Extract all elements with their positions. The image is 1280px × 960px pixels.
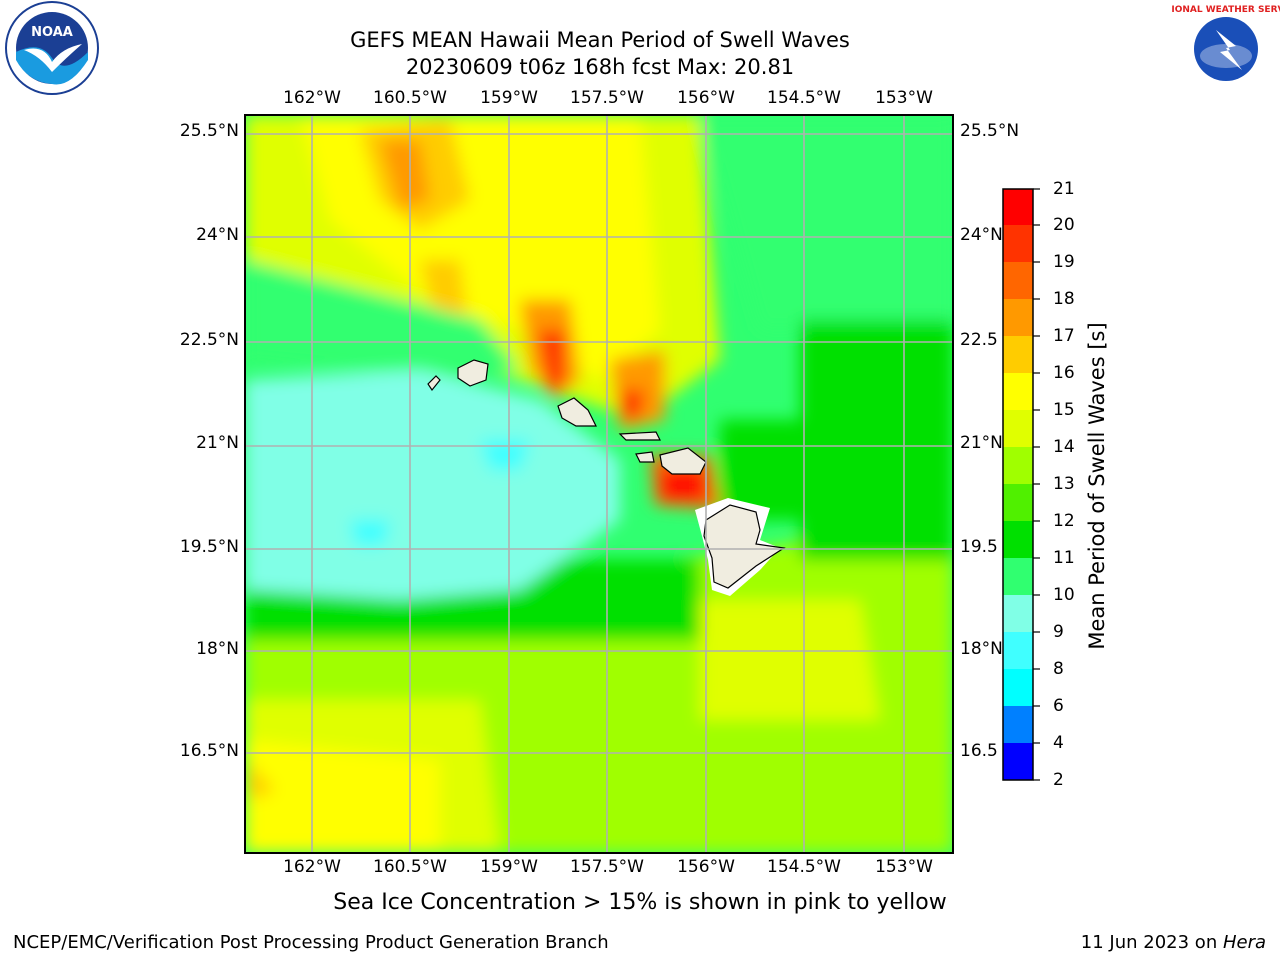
oahu-icon: [557, 397, 597, 427]
colorbar-tick: 10: [1053, 585, 1075, 605]
lat-label-left: 18°N: [196, 639, 239, 659]
noaa-logo-icon: NOAA: [5, 1, 99, 95]
colorbar-tick: 17: [1053, 326, 1075, 346]
lat-label-right: 22.5: [960, 330, 998, 350]
lat-label-left: 24°N: [196, 225, 239, 245]
lon-label-top: 157.5°W: [570, 88, 644, 108]
lat-label-right: 24°N: [960, 225, 1003, 245]
lon-label-bottom: 160.5°W: [373, 857, 447, 877]
lat-label-right: 18°N: [960, 639, 1003, 659]
lon-label-top: 159°W: [480, 88, 538, 108]
lon-label-bottom: 153°W: [875, 857, 933, 877]
nws-logo-icon: NATIONAL WEATHER SERVICE: [1172, 5, 1280, 93]
colorbar-tick: 14: [1053, 437, 1075, 457]
colorbar-label: Mean Period of Swell Waves [s]: [1085, 322, 1109, 650]
map-title-line1: GEFS MEAN Hawaii Mean Period of Swell Wa…: [350, 28, 850, 52]
colorbar-tick: 13: [1053, 474, 1075, 494]
lon-label-top: 153°W: [875, 88, 933, 108]
colorbar-tick: 6: [1053, 696, 1064, 716]
gridlines: [245, 115, 953, 853]
colorbar-tick: 8: [1053, 659, 1064, 679]
colorbar-tick: 2: [1053, 770, 1064, 790]
lon-label-bottom: 162°W: [283, 857, 341, 877]
svg-text:NATIONAL WEATHER SERVICE: NATIONAL WEATHER SERVICE: [1172, 5, 1280, 15]
footer-host: Hera: [1222, 932, 1266, 953]
footer-credit: NCEP/EMC/Verification Post Processing Pr…: [13, 932, 609, 953]
colorbar-tick: 16: [1053, 363, 1075, 383]
molokai-icon: [618, 431, 661, 441]
svg-text:NOAA: NOAA: [31, 25, 73, 40]
caption: Sea Ice Concentration > 15% is shown in …: [333, 890, 947, 915]
niihau-icon: [427, 375, 441, 392]
lon-label-top: 154.5°W: [767, 88, 841, 108]
footer-date-text: 11 Jun 2023 on: [1080, 932, 1223, 953]
hawaiian-islands: [427, 359, 786, 596]
lat-label-left: 19.5°N: [179, 537, 239, 557]
colorbar-tick: 19: [1053, 252, 1075, 272]
lon-label-bottom: 154.5°W: [767, 857, 841, 877]
lon-label-bottom: 157.5°W: [570, 857, 644, 877]
colorbar: [1002, 188, 1040, 781]
colorbar-tick: 15: [1053, 400, 1075, 420]
map-title-line2: 20230609 t06z 168h fcst Max: 20.81: [405, 55, 795, 79]
lon-label-top: 162°W: [283, 88, 341, 108]
lon-label-top: 160.5°W: [373, 88, 447, 108]
lat-label-left: 21°N: [196, 433, 239, 453]
footer-date: 11 Jun 2023 on Hera: [1081, 932, 1266, 953]
map-frame: [244, 114, 954, 854]
colorbar-tick: 18: [1053, 289, 1075, 309]
lat-label-left: 16.5°N: [179, 741, 239, 761]
lat-label-right: 16.5: [960, 741, 998, 761]
lanai-icon: [635, 451, 655, 463]
lon-label-bottom: 159°W: [480, 857, 538, 877]
kauai-icon: [457, 359, 489, 387]
colorbar-tick: 20: [1053, 215, 1075, 235]
lat-label-right: 25.5°N: [960, 121, 1020, 141]
filled-contour-field: [245, 115, 953, 853]
lon-label-bottom: 156°W: [677, 857, 735, 877]
lat-label-left: 25.5°N: [179, 121, 239, 141]
colorbar-tick: 11: [1053, 548, 1075, 568]
colorbar-tick: 12: [1053, 511, 1075, 531]
lat-label-right: 21°N: [960, 433, 1003, 453]
lat-label-right: 19.5: [960, 537, 998, 557]
big-island-icon: [703, 504, 786, 589]
lon-label-top: 156°W: [677, 88, 735, 108]
colorbar-tick: 4: [1053, 733, 1064, 753]
colorbar-tick: 21: [1053, 179, 1075, 199]
maui-icon: [659, 447, 707, 475]
lat-label-left: 22.5°N: [179, 330, 239, 350]
colorbar-tick: 9: [1053, 622, 1064, 642]
